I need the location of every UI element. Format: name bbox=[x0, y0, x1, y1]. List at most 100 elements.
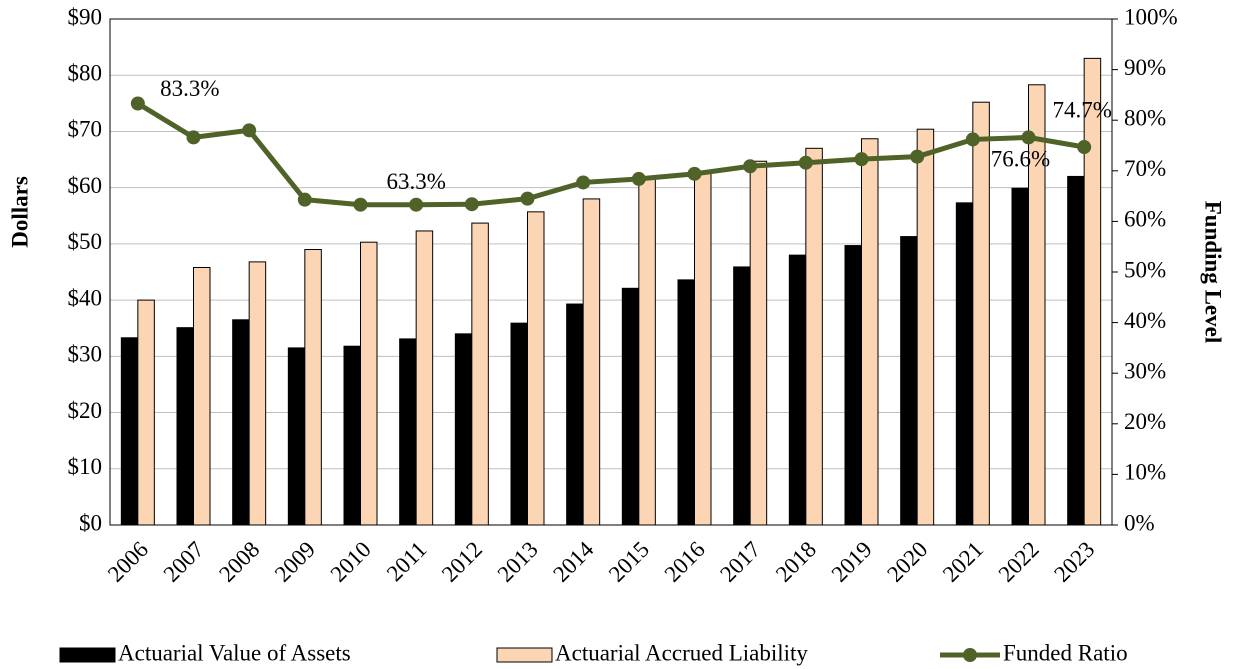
y-tick-label: $80 bbox=[68, 61, 103, 86]
legend-label: Actuarial Accrued Liability bbox=[555, 640, 808, 665]
marker bbox=[854, 152, 869, 167]
bar bbox=[788, 254, 807, 526]
marker bbox=[464, 197, 479, 212]
marker bbox=[743, 159, 758, 174]
x-tick-label: 2021 bbox=[938, 537, 988, 587]
x-tick-label: 2015 bbox=[604, 537, 654, 587]
y-tick-label: $70 bbox=[68, 117, 103, 142]
bar bbox=[638, 178, 656, 526]
bar bbox=[677, 279, 695, 526]
y2-tick-label: 30% bbox=[1124, 358, 1166, 383]
bar bbox=[287, 347, 306, 526]
x-tick-label: 2017 bbox=[715, 537, 765, 587]
y-tick-label: $20 bbox=[68, 398, 103, 423]
legend-label: Actuarial Value of Assets bbox=[118, 640, 351, 665]
x-tick-label: 2008 bbox=[214, 537, 264, 587]
marker bbox=[520, 191, 535, 206]
y2-tick-label: 50% bbox=[1124, 257, 1166, 282]
bar bbox=[471, 222, 489, 526]
x-tick-label: 2014 bbox=[548, 536, 599, 587]
x-tick-label: 2012 bbox=[437, 537, 487, 587]
bar bbox=[304, 249, 322, 526]
y2-tick-label: 70% bbox=[1124, 156, 1166, 181]
x-tick-label: 2020 bbox=[882, 537, 932, 587]
x-tick-label: 2006 bbox=[103, 537, 153, 587]
x-tick-label: 2022 bbox=[994, 537, 1044, 587]
marker bbox=[186, 130, 201, 145]
marker bbox=[242, 123, 257, 138]
y2-tick-label: 90% bbox=[1124, 55, 1166, 80]
bar bbox=[176, 327, 194, 526]
bar bbox=[733, 266, 751, 526]
y2-tick-label: 20% bbox=[1124, 409, 1166, 434]
x-tick-label: 2018 bbox=[771, 537, 821, 587]
bar bbox=[582, 198, 601, 526]
y-tick-label: $90 bbox=[68, 4, 103, 29]
bar bbox=[415, 230, 434, 526]
marker bbox=[910, 149, 925, 164]
x-tick-label: 2023 bbox=[1049, 537, 1099, 587]
bar bbox=[1083, 57, 1102, 526]
bar bbox=[1011, 187, 1029, 526]
data-label: 76.6% bbox=[991, 147, 1050, 172]
bar bbox=[1067, 175, 1085, 526]
bar bbox=[694, 171, 712, 526]
line bbox=[136, 101, 1085, 208]
bar bbox=[916, 128, 935, 526]
x-tick-label: 2007 bbox=[159, 537, 209, 587]
y2-tick-label: 40% bbox=[1124, 308, 1166, 333]
marker bbox=[409, 197, 424, 212]
legend-label: Funded Ratio bbox=[1003, 640, 1128, 665]
marker bbox=[353, 197, 368, 212]
data-label: 63.3% bbox=[386, 169, 445, 194]
y2-axis-title: Funding Level bbox=[1201, 201, 1226, 344]
marker bbox=[576, 175, 591, 190]
y-tick-label: $50 bbox=[68, 229, 103, 254]
bar bbox=[1028, 84, 1046, 526]
marker bbox=[1077, 140, 1092, 155]
marker bbox=[687, 166, 702, 181]
bar bbox=[360, 241, 378, 526]
x-tick-label: 2009 bbox=[270, 537, 320, 587]
marker bbox=[798, 155, 813, 170]
x-tick-label: 2010 bbox=[326, 537, 376, 587]
bar bbox=[343, 345, 361, 526]
bar bbox=[248, 261, 267, 526]
marker bbox=[631, 171, 646, 186]
bar bbox=[193, 267, 211, 526]
y-tick-label: $40 bbox=[68, 285, 103, 310]
marker bbox=[130, 96, 145, 111]
data-label: 74.7% bbox=[1052, 97, 1111, 122]
marker bbox=[297, 192, 312, 207]
bar bbox=[955, 202, 974, 526]
legend-swatch bbox=[59, 647, 116, 663]
plot-frame bbox=[109, 18, 1113, 526]
legend-swatch bbox=[496, 647, 553, 663]
bar bbox=[120, 337, 139, 526]
y2-tick-label: 80% bbox=[1124, 105, 1166, 130]
y2-tick-label: 60% bbox=[1124, 207, 1166, 232]
y-tick-label: $10 bbox=[68, 454, 103, 479]
x-tick-label: 2013 bbox=[493, 537, 543, 587]
bar bbox=[566, 303, 584, 526]
bar bbox=[861, 138, 879, 526]
y-tick-label: $60 bbox=[68, 173, 103, 198]
bar bbox=[900, 236, 918, 526]
data-label: 83.3% bbox=[160, 76, 219, 101]
marker bbox=[1021, 130, 1036, 145]
bar bbox=[399, 338, 417, 526]
y2-tick-label: 100% bbox=[1124, 4, 1178, 29]
bar bbox=[621, 287, 640, 526]
bar bbox=[510, 322, 528, 526]
bar bbox=[844, 245, 862, 526]
bar bbox=[232, 319, 250, 526]
bar bbox=[972, 101, 990, 526]
y-axis-title: Dollars bbox=[7, 176, 32, 248]
marker bbox=[965, 132, 980, 147]
y2-tick-label: 10% bbox=[1124, 460, 1166, 485]
legend-marker bbox=[963, 648, 977, 662]
x-tick-label: 2011 bbox=[382, 537, 432, 587]
x-tick-label: 2016 bbox=[660, 537, 710, 587]
y-tick-label: $0 bbox=[79, 510, 102, 535]
